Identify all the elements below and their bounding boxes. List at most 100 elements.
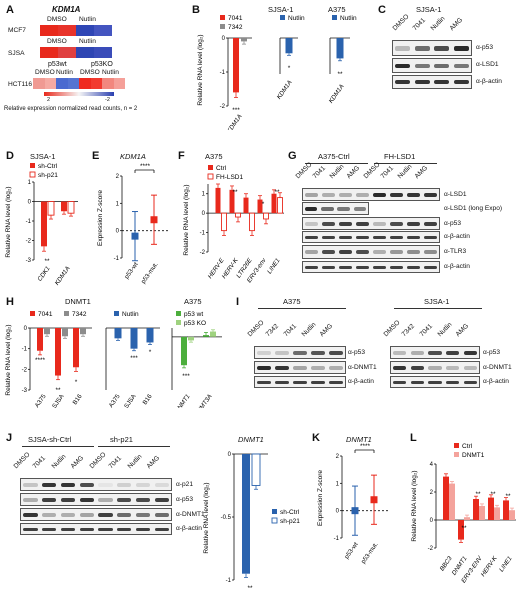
- x-tick-label: KDM1A: [328, 83, 346, 104]
- blot-band: [322, 250, 335, 255]
- blot-band: [339, 221, 352, 226]
- blot-band: [428, 350, 442, 355]
- legend-swatch: [30, 163, 35, 168]
- y-tick-label: -2: [22, 367, 28, 373]
- blot-g-actin-2: [302, 261, 440, 273]
- blot-band: [42, 497, 57, 502]
- color-scale-min: -2: [105, 97, 110, 103]
- x-tick-label: CDK1: [36, 265, 51, 283]
- blot-band: [23, 482, 38, 487]
- blot-i-actin-sjsa: [390, 376, 480, 388]
- significance-label: **: [505, 493, 511, 500]
- panel-d-chart: sh-Ctrl sh-p21 1 0 -1 -2 -3 Relative RNA level …: [5, 163, 78, 287]
- mean-marker: [351, 507, 359, 515]
- panel-a-col-dmso-2: DMSO: [47, 38, 67, 45]
- x-tick-label: KDM1A: [226, 113, 244, 130]
- panel-a-row-sjsa: SJSA: [8, 50, 25, 57]
- legend-label: sh-Ctrl: [280, 509, 300, 516]
- significance-label: **: [55, 387, 61, 394]
- panel-i-band-3b: α-β-actin: [483, 378, 509, 385]
- blot-band: [293, 365, 307, 370]
- bar-kdm1a-a375-nutlin: [336, 38, 344, 59]
- blot-band: [98, 512, 113, 517]
- blot-band: [390, 265, 403, 269]
- legend-label: DNMT1: [462, 452, 485, 459]
- bar-herv-e-ctrl: [215, 187, 221, 214]
- panel-e-chart: 2 1 0 -1 Expression Z-score **** p53-wt p53-mut…: [97, 163, 170, 285]
- panel-a-letter: A: [6, 4, 14, 16]
- legend-label: Ctrl: [462, 443, 473, 450]
- panel-c-letter: C: [378, 4, 386, 16]
- panel-f-chart: Ctrl FH-LSD1 1 0 -1 -2 Relative RNA level (log…: [183, 165, 284, 284]
- panel-i-sjsa-lane-2: 7342: [400, 322, 416, 339]
- panel-c-lane-2: 7041: [411, 16, 427, 33]
- blot-band: [23, 497, 38, 502]
- x-tick-label: A375: [34, 393, 48, 408]
- blot-band: [393, 380, 407, 384]
- panel-i-letter: I: [236, 296, 240, 308]
- blot-band: [135, 527, 150, 531]
- legend-swatch: [271, 517, 278, 524]
- blot-band: [434, 45, 450, 51]
- blot-i-dnmt1-sjsa: [390, 361, 480, 374]
- blot-band: [424, 265, 437, 269]
- blot-band: [293, 350, 307, 355]
- legend-label: p53 KO: [184, 320, 206, 327]
- blot-band: [311, 365, 325, 370]
- x-tick-label: p53-mut.: [140, 261, 160, 285]
- panel-a-col-dmso-4: DMSO: [80, 69, 100, 76]
- blot-band: [410, 365, 425, 370]
- legend-label: Nutlin: [340, 15, 357, 22]
- blot-band: [322, 192, 335, 197]
- blot-band: [390, 221, 403, 226]
- panel-h-title2: A375: [184, 297, 202, 306]
- blot-band: [42, 527, 57, 531]
- panel-j-chart-title: DNMT1: [238, 435, 264, 444]
- bar-herv-e-fhlsd1: [221, 212, 227, 232]
- significance-label: ****: [35, 357, 46, 364]
- y-tick-label: -3: [22, 388, 28, 394]
- y-tick-label: -3: [26, 258, 32, 264]
- legend-label: FH-LSD1: [216, 174, 243, 181]
- blot-band: [135, 512, 150, 517]
- panel-h-chart: 7041 7342 Nutlin p53 wt p53 KO Relative RNA l…: [5, 311, 222, 408]
- blot-band: [453, 63, 469, 68]
- x-tick-label: SJSA: [123, 392, 138, 408]
- y-tick-label: 0: [222, 36, 226, 42]
- significance-label: **: [274, 189, 280, 196]
- bar-h-dnmt3a-p53ko: [210, 331, 216, 337]
- panel-j-chart: 0 -0.5 -1 Relative RNA level (log₂) ** sh-Ctr…: [203, 452, 300, 592]
- heatmap-hct116: [33, 78, 125, 89]
- bar-h-a375-7342: [44, 328, 50, 335]
- legend-swatch: [454, 443, 459, 448]
- panel-j-band-2: α-p53: [176, 496, 194, 503]
- legend-swatch: [272, 509, 277, 514]
- blot-band: [257, 365, 271, 370]
- y-axis-label: Relative RNA level (log₂): [5, 324, 12, 395]
- x-tick-label: p53-wt: [343, 541, 360, 560]
- heatmap-sjsa: [40, 47, 112, 58]
- bar-erv3-env-fhlsd1: [263, 212, 269, 220]
- legend-label: Nutlin: [288, 15, 305, 22]
- legend-label: sh-p21: [38, 172, 58, 179]
- blot-band: [424, 221, 437, 226]
- blot-band: [60, 482, 75, 487]
- panel-g-band-4: α-β-actin: [444, 233, 470, 240]
- blot-band: [393, 350, 407, 355]
- x-tick-label: A375: [108, 393, 122, 408]
- blot-band: [305, 192, 318, 197]
- bar-h-a375-7041: [37, 328, 43, 351]
- y-tick-label: -1: [114, 256, 120, 262]
- legend-swatch: [114, 311, 119, 316]
- blot-band: [322, 235, 335, 239]
- blot-c-actin: [392, 75, 472, 89]
- bar-erv3-env-ctrl: [257, 199, 263, 214]
- x-tick-label: HERV-K: [480, 554, 499, 578]
- blot-band: [154, 497, 169, 502]
- blot-g-actin-1: [302, 231, 440, 243]
- panel-i-group2-line: [394, 308, 482, 309]
- y-axis-label: Relative RNA level (log₂): [183, 184, 190, 255]
- blot-g-lsd1-long: [302, 202, 369, 215]
- blot-band: [304, 206, 318, 211]
- bar-kdm1a-sjsa-nutlin: [285, 38, 293, 54]
